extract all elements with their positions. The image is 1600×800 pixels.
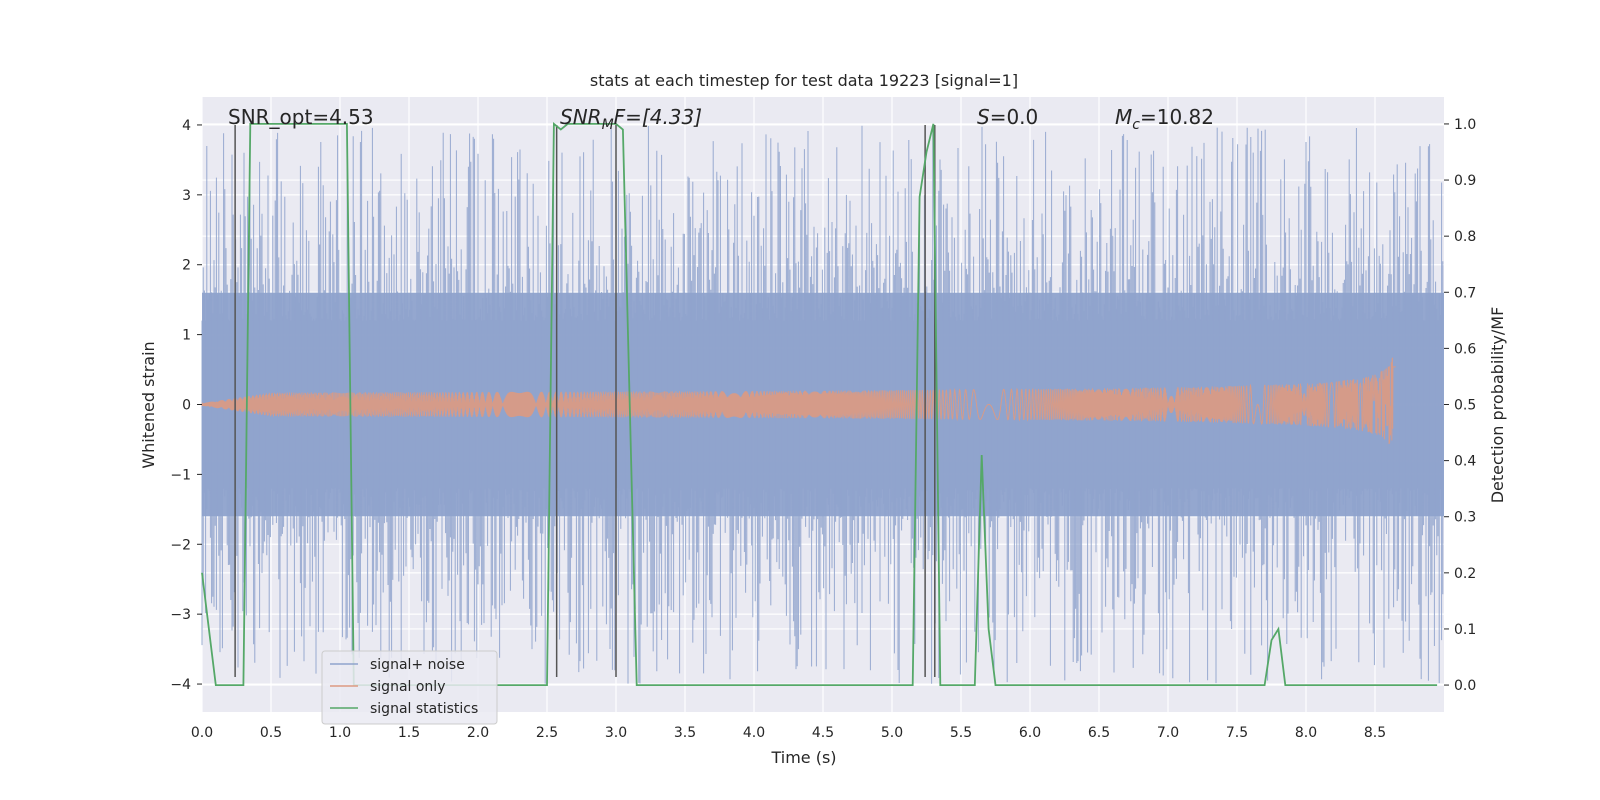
- chart-title: stats at each timestep for test data 192…: [590, 71, 1018, 90]
- x-tick-label: 7.5: [1226, 725, 1248, 741]
- y-tick-label-right: 0.6: [1454, 341, 1476, 357]
- y-tick-label-left: −1: [170, 467, 191, 483]
- legend-label-signal-only: signal only: [370, 679, 445, 695]
- annotation-s: S=0.0: [977, 105, 1038, 129]
- y-tick-label-right: 0.9: [1454, 173, 1476, 189]
- annotation-snr-mf-symbol: SNR: [560, 105, 602, 129]
- annotation-s-symbol: S: [977, 105, 990, 129]
- annotation-snr-mf-rest: F=[4.33]: [614, 105, 702, 129]
- y-tick-label-right: 0.2: [1454, 566, 1476, 582]
- y-tick-label-left: 2: [182, 258, 191, 274]
- signal-only-series: [201, 357, 1396, 445]
- y-tick-label-right: 0.1: [1454, 622, 1476, 638]
- x-tick-label: 0.0: [191, 725, 213, 741]
- x-axis-label: Time (s): [770, 748, 836, 767]
- y-tick-label-left: 0: [182, 398, 191, 414]
- y-tick-label-left: −4: [170, 677, 191, 693]
- x-tick-label: 1.5: [398, 725, 420, 741]
- y-tick-label-left: −2: [170, 537, 191, 553]
- y-tick-label-right: 1.0: [1454, 117, 1476, 133]
- annotation-snr-mf: SNRMF=[4.33]: [560, 105, 702, 133]
- x-tick-label: 0.5: [260, 725, 282, 741]
- y-axis-label-right: Detection probability/MF: [1488, 307, 1507, 504]
- annotation-s-rest: =0.0: [990, 105, 1039, 129]
- y-tick-label-right: 0.3: [1454, 510, 1476, 526]
- x-tick-label: 6.0: [1019, 725, 1041, 741]
- y-tick-label-right: 0.0: [1454, 678, 1476, 694]
- y-tick-label-left: 1: [182, 328, 191, 344]
- legend-label-noise: signal+ noise: [370, 657, 465, 673]
- x-tick-label: 3.0: [605, 725, 627, 741]
- y-tick-label-left: −3: [170, 607, 191, 623]
- y-tick-label-right: 0.5: [1454, 398, 1476, 414]
- annotation-mc-rest: =10.82: [1140, 105, 1214, 129]
- x-tick-label: 3.5: [674, 725, 696, 741]
- annotation-snr-opt: SNR_opt=4.53: [228, 105, 374, 129]
- annotation-mc-sub: c: [1132, 117, 1140, 133]
- legend-label-statistics: signal statistics: [370, 701, 478, 717]
- x-tick-label: 8.5: [1364, 725, 1386, 741]
- statistics-line: [201, 122, 1438, 686]
- y-tick-label-right: 0.4: [1454, 454, 1476, 470]
- y-tick-label-right: 0.7: [1454, 285, 1476, 301]
- x-tick-label: 2.0: [467, 725, 489, 741]
- x-tick-label: 6.5: [1088, 725, 1110, 741]
- x-tick-label: 4.0: [743, 725, 765, 741]
- annotation-mc-symbol: M: [1115, 105, 1132, 129]
- x-tick-label: 1.0: [329, 725, 351, 741]
- annotation-mc: Mc=10.82: [1115, 105, 1214, 133]
- legend-box: [321, 650, 498, 725]
- y-tick-label-left: 4: [182, 118, 191, 134]
- signal-only-line: [201, 357, 1396, 445]
- x-tick-label: 2.5: [536, 725, 558, 741]
- x-tick-label: 4.5: [812, 725, 834, 741]
- y-tick-label-left: 3: [182, 188, 191, 204]
- signal-statistics-series: [201, 122, 1438, 686]
- y-tick-label-right: 0.8: [1454, 229, 1476, 245]
- x-tick-label: 5.0: [881, 725, 903, 741]
- tick-labels: 0.0 0.5 1.0 1.5 2.0 2.5 3.0 3.5 4.0 4.5 5.0 5.5 6.0 6…: [170, 117, 1476, 741]
- annotation-snr-mf-sub: M: [602, 117, 614, 133]
- legend: signal+ noise signal only signal statist…: [321, 650, 498, 725]
- x-tick-label: 8.0: [1295, 725, 1317, 741]
- x-tick-label: 7.0: [1157, 725, 1179, 741]
- y-axis-label-left: Whitened strain: [139, 341, 158, 468]
- x-tick-label: 5.5: [950, 725, 972, 741]
